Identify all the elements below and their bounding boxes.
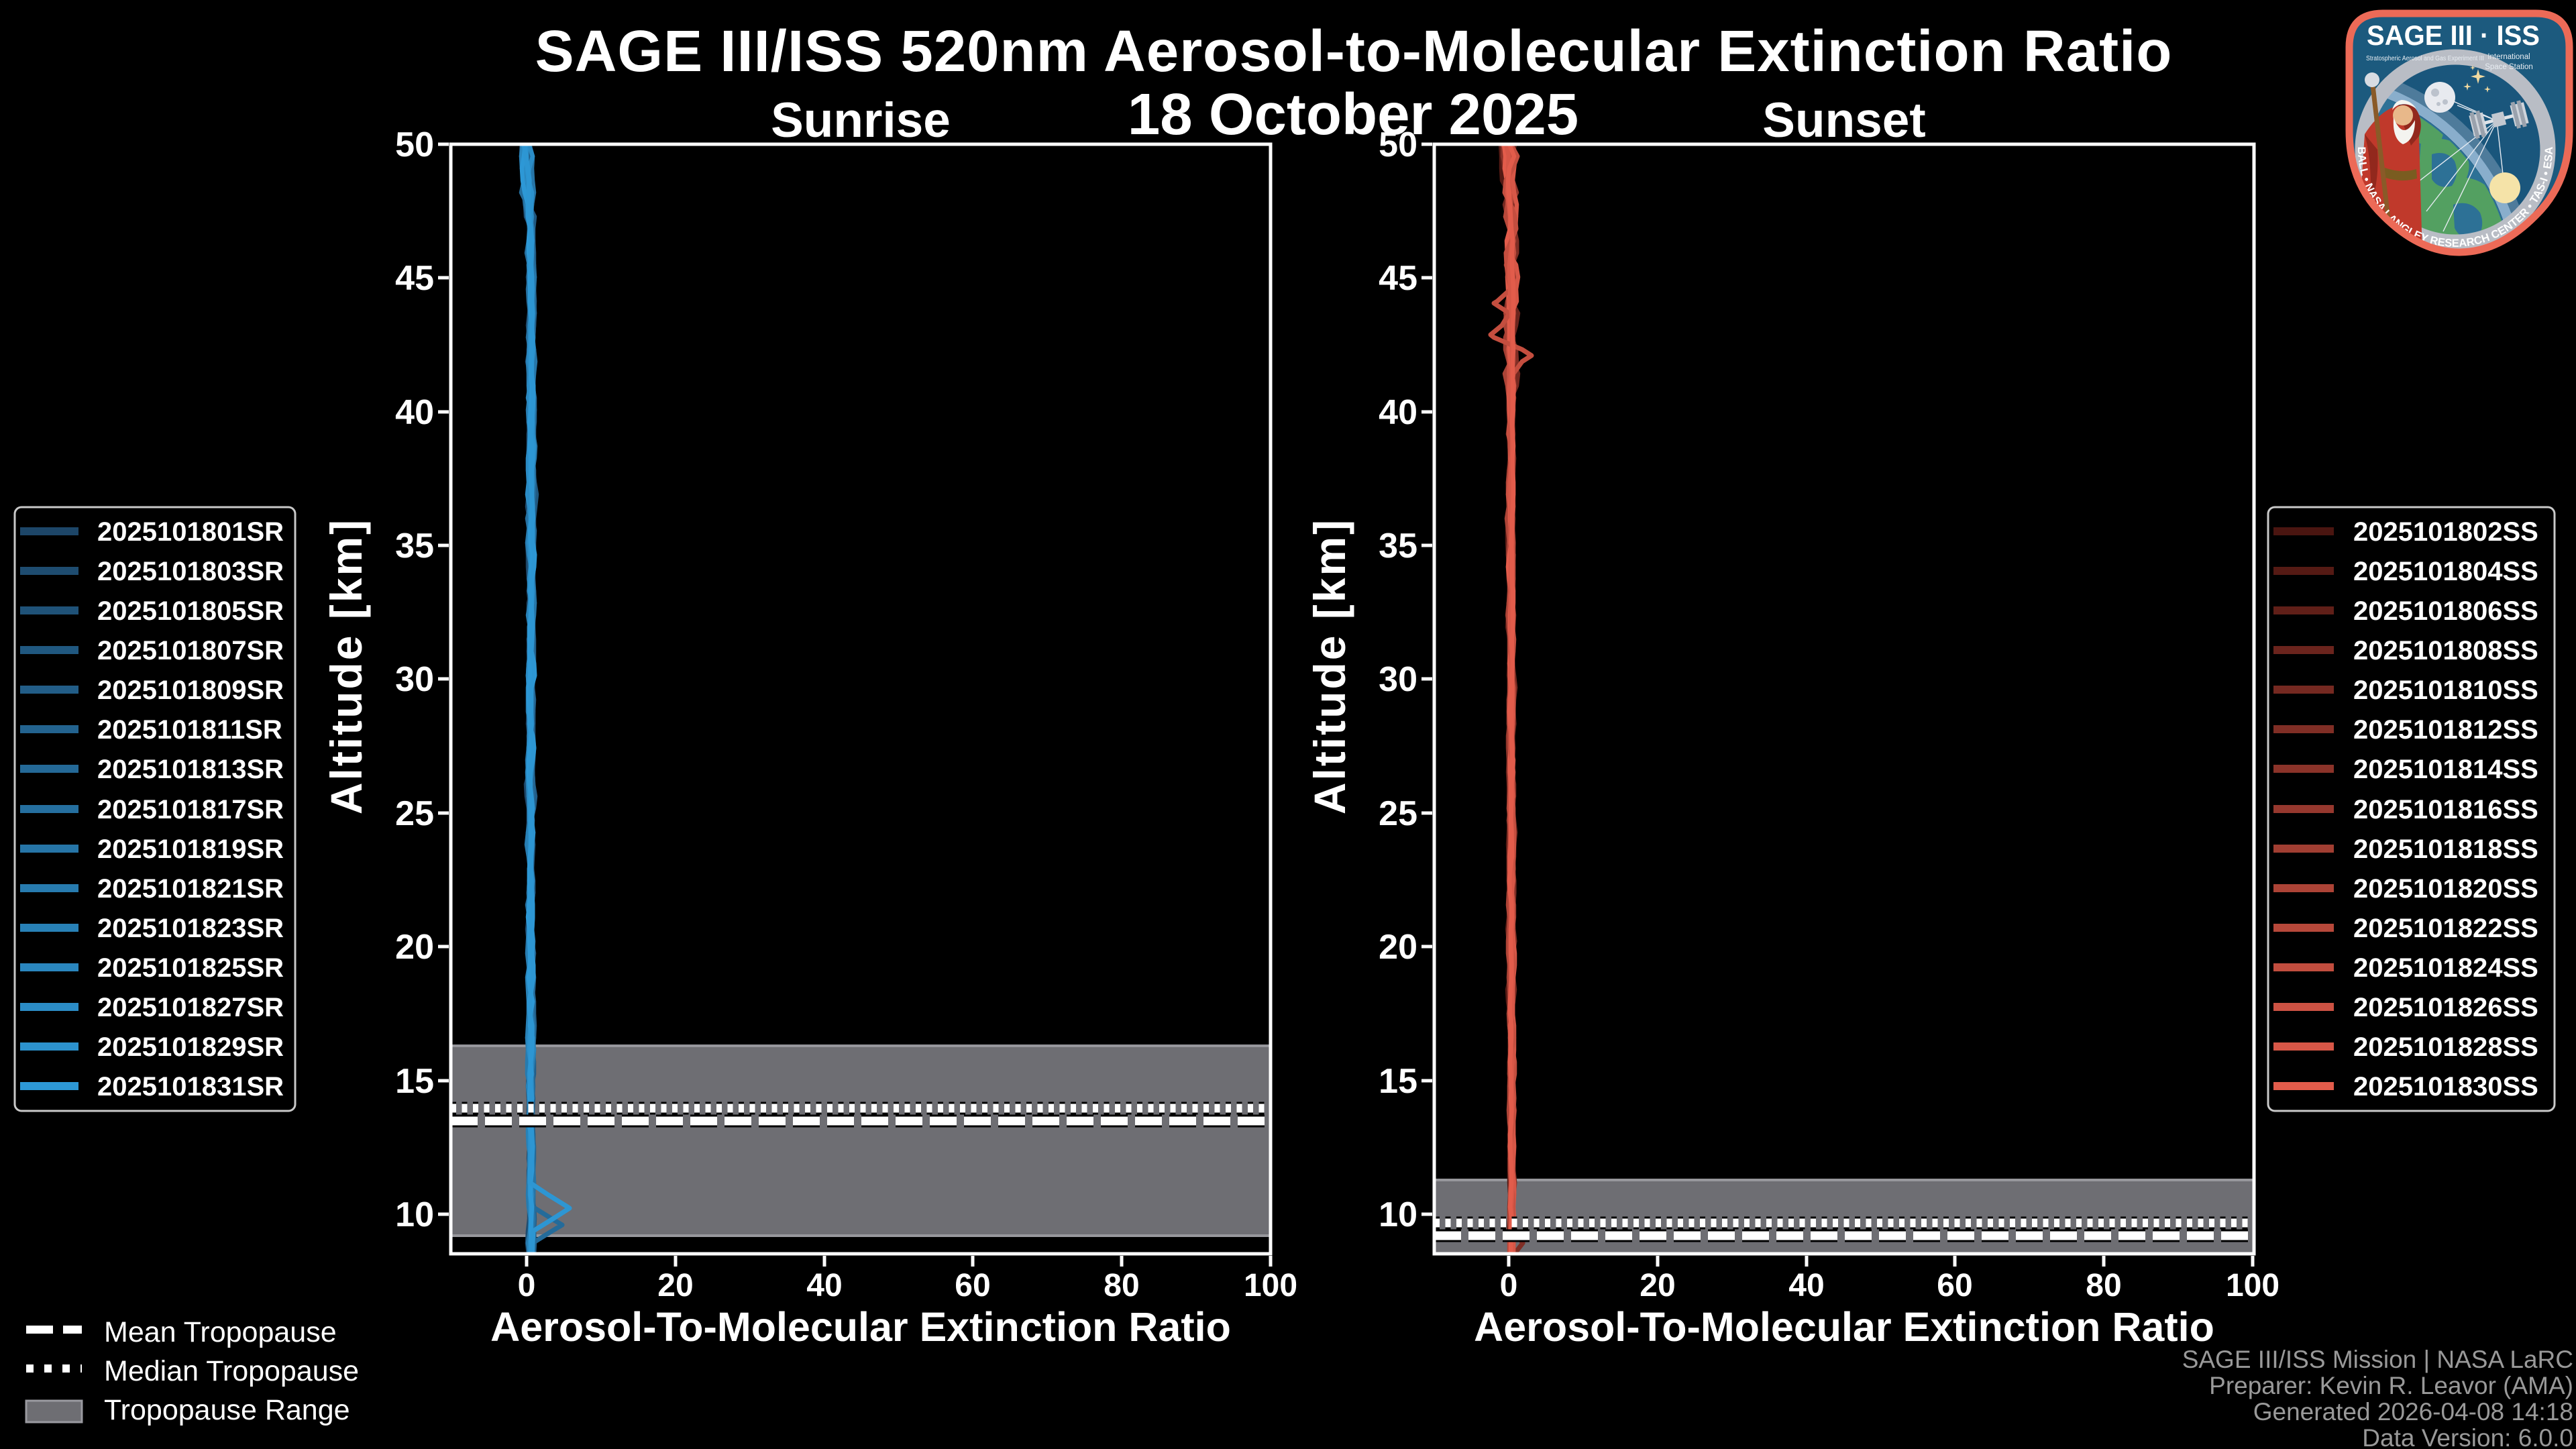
svg-text:2025101814SS: 2025101814SS: [2353, 755, 2538, 784]
svg-text:2025101817SR: 2025101817SR: [97, 795, 284, 824]
svg-text:20: 20: [657, 1268, 693, 1303]
svg-text:30: 30: [395, 660, 434, 699]
svg-text:15: 15: [1379, 1062, 1417, 1101]
svg-text:60: 60: [1937, 1268, 1972, 1303]
svg-text:2025101807SR: 2025101807SR: [97, 636, 284, 665]
svg-text:2025101821SR: 2025101821SR: [97, 874, 284, 904]
svg-text:25: 25: [395, 794, 434, 833]
svg-text:100: 100: [2226, 1268, 2279, 1303]
svg-text:Generated 2026-04-08 14:18: Generated 2026-04-08 14:18: [2253, 1398, 2573, 1426]
svg-text:2025101812SS: 2025101812SS: [2353, 715, 2538, 745]
svg-text:SAGE III/ISS 520nm Aerosol-to-: SAGE III/ISS 520nm Aerosol-to-Molecular …: [535, 19, 2173, 84]
svg-text:30: 30: [1379, 660, 1417, 699]
svg-text:2025101824SS: 2025101824SS: [2353, 953, 2538, 983]
svg-text:20: 20: [1379, 928, 1417, 967]
svg-text:Sunset: Sunset: [1762, 93, 1925, 148]
svg-text:Mean Tropopause: Mean Tropopause: [104, 1316, 337, 1348]
svg-text:Space Station: Space Station: [2485, 63, 2533, 71]
svg-text:40: 40: [395, 393, 434, 432]
svg-text:10: 10: [1379, 1195, 1417, 1234]
svg-text:10: 10: [395, 1195, 434, 1234]
svg-text:0: 0: [518, 1268, 536, 1303]
svg-text:2025101826SS: 2025101826SS: [2353, 993, 2538, 1022]
svg-text:Preparer: Kevin R. Leavor (AMA: Preparer: Kevin R. Leavor (AMA): [2209, 1372, 2573, 1399]
svg-text:Data Version: 6.0.0: Data Version: 6.0.0: [2362, 1424, 2573, 1449]
svg-text:80: 80: [2086, 1268, 2121, 1303]
svg-text:20: 20: [395, 928, 434, 967]
svg-text:Altitude [km]: Altitude [km]: [1305, 518, 1354, 814]
svg-text:Tropopause Range: Tropopause Range: [104, 1394, 350, 1426]
svg-text:50: 50: [1379, 125, 1417, 164]
svg-text:Aerosol-To-Molecular Extinctio: Aerosol-To-Molecular Extinction Ratio: [490, 1304, 1231, 1350]
svg-text:80: 80: [1104, 1268, 1139, 1303]
svg-text:2025101820SS: 2025101820SS: [2353, 874, 2538, 904]
svg-text:2025101825SR: 2025101825SR: [97, 953, 284, 983]
svg-text:100: 100: [1244, 1268, 1297, 1303]
svg-text:2025101827SR: 2025101827SR: [97, 993, 284, 1022]
svg-text:2025101806SS: 2025101806SS: [2353, 596, 2538, 626]
svg-text:18 October 2025: 18 October 2025: [1128, 82, 1578, 147]
svg-text:20: 20: [1640, 1268, 1675, 1303]
svg-text:2025101831SR: 2025101831SR: [97, 1072, 284, 1102]
svg-text:2025101811SR: 2025101811SR: [97, 715, 282, 745]
svg-text:15: 15: [395, 1062, 434, 1101]
svg-text:2025101822SS: 2025101822SS: [2353, 914, 2538, 943]
svg-text:SAGE III/ISS Mission | NASA La: SAGE III/ISS Mission | NASA LaRC: [2182, 1346, 2573, 1373]
svg-text:2025101818SS: 2025101818SS: [2353, 835, 2538, 864]
svg-text:40: 40: [1788, 1268, 1824, 1303]
svg-text:2025101816SS: 2025101816SS: [2353, 795, 2538, 824]
svg-text:Sunrise: Sunrise: [771, 93, 951, 148]
svg-text:2025101830SS: 2025101830SS: [2353, 1072, 2538, 1102]
svg-text:2025101829SR: 2025101829SR: [97, 1032, 284, 1062]
svg-text:Median Tropopause: Median Tropopause: [104, 1355, 359, 1387]
svg-text:International: International: [2487, 53, 2530, 61]
svg-text:2025101808SS: 2025101808SS: [2353, 636, 2538, 665]
svg-text:0: 0: [1500, 1268, 1518, 1303]
svg-text:45: 45: [1379, 259, 1417, 298]
svg-text:SAGE III · ISS: SAGE III · ISS: [2367, 19, 2540, 51]
svg-text:40: 40: [1379, 393, 1417, 432]
svg-text:Aerosol-To-Molecular Extinctio: Aerosol-To-Molecular Extinction Ratio: [1474, 1304, 2214, 1350]
svg-text:45: 45: [395, 259, 434, 298]
svg-text:2025101804SS: 2025101804SS: [2353, 557, 2538, 586]
svg-text:50: 50: [395, 125, 434, 164]
svg-text:2025101801SR: 2025101801SR: [97, 517, 284, 547]
svg-text:2025101823SR: 2025101823SR: [97, 914, 284, 943]
svg-text:Altitude [km]: Altitude [km]: [321, 518, 371, 814]
svg-text:2025101809SR: 2025101809SR: [97, 676, 284, 705]
svg-text:2025101819SR: 2025101819SR: [97, 835, 284, 864]
svg-text:2025101802SS: 2025101802SS: [2353, 517, 2538, 547]
svg-text:60: 60: [955, 1268, 990, 1303]
svg-text:2025101828SS: 2025101828SS: [2353, 1032, 2538, 1062]
svg-text:2025101813SR: 2025101813SR: [97, 755, 284, 784]
svg-text:Stratospheric Aerosol and Gas: Stratospheric Aerosol and Gas Experiment…: [2366, 55, 2484, 62]
svg-text:25: 25: [1379, 794, 1417, 833]
svg-text:35: 35: [1379, 527, 1417, 566]
svg-text:35: 35: [395, 527, 434, 566]
svg-text:40: 40: [806, 1268, 842, 1303]
svg-text:2025101805SR: 2025101805SR: [97, 596, 284, 626]
svg-text:2025101803SR: 2025101803SR: [97, 557, 284, 586]
svg-text:2025101810SS: 2025101810SS: [2353, 676, 2538, 705]
